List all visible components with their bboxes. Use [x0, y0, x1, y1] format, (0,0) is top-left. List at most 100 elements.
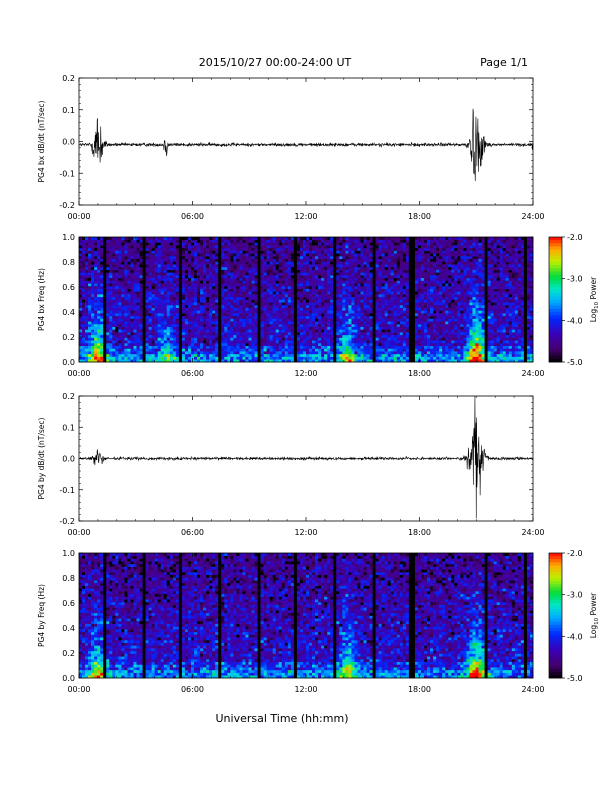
heatmap-cell [140, 340, 143, 343]
heatmap-cell [336, 329, 339, 332]
heatmap-cell [188, 264, 191, 267]
heatmap-cell [94, 245, 97, 248]
heatmap-cell [185, 357, 188, 360]
heatmap-cell [264, 240, 267, 243]
heatmap-cell [158, 324, 161, 327]
heatmap-cell [321, 335, 324, 338]
heatmap-cell [324, 259, 327, 262]
heatmap-cell [276, 280, 279, 283]
heatmap-cell [285, 297, 288, 300]
heatmap-cell [94, 283, 97, 286]
heatmap-cell [303, 253, 306, 256]
heatmap-cell [306, 259, 309, 262]
heatmap-cell [100, 278, 103, 281]
heatmap-cell [394, 354, 397, 357]
heatmap-cell [245, 313, 248, 316]
heatmap-cell [91, 289, 94, 292]
heatmap-cell [264, 259, 267, 262]
heatmap-cell [336, 237, 339, 240]
heatmap-cell [264, 346, 267, 349]
heatmap-cell [137, 283, 140, 286]
heatmap-cell [370, 289, 373, 292]
heatmap-cell [339, 270, 342, 273]
heatmap-cell [370, 329, 373, 332]
heatmap-cell [218, 240, 221, 243]
heatmap-cell [164, 305, 167, 308]
heatmap-cell [203, 259, 206, 262]
heatmap-cell [345, 242, 348, 245]
heatmap-cell [218, 259, 221, 262]
heatmap-cell [179, 316, 182, 319]
heatmap-cell [342, 332, 345, 335]
heatmap-cell [224, 275, 227, 278]
heatmap-cell [279, 324, 282, 327]
heatmap-cell [258, 324, 261, 327]
heatmap-cell [391, 327, 394, 330]
heatmap-cell [248, 264, 251, 267]
heatmap-cell [230, 240, 233, 243]
heatmap-cell [382, 283, 385, 286]
heatmap-cell [252, 338, 255, 341]
heatmap-cell [179, 324, 182, 327]
heatmap-cell [79, 351, 82, 354]
heatmap-cell [264, 272, 267, 275]
heatmap-cell [330, 280, 333, 283]
heatmap-cell [179, 294, 182, 297]
heatmap-cell [158, 264, 161, 267]
heatmap-cell [97, 354, 100, 357]
heatmap-cell [273, 261, 276, 264]
heatmap-cell [306, 283, 309, 286]
heatmap-cell [264, 289, 267, 292]
heatmap-cell [354, 270, 357, 273]
heatmap-cell [103, 237, 106, 240]
heatmap-cell [206, 346, 209, 349]
heatmap-cell [215, 245, 218, 248]
heatmap-cell [118, 261, 121, 264]
heatmap-cell [342, 310, 345, 313]
heatmap-cell [203, 270, 206, 273]
heatmap-cell [348, 264, 351, 267]
heatmap-cell [379, 240, 382, 243]
heatmap-cell [364, 240, 367, 243]
heatmap-cell [379, 253, 382, 256]
heatmap-cell [294, 340, 297, 343]
heatmap-cell [115, 280, 118, 283]
heatmap-cell [176, 248, 179, 251]
heatmap-cell [255, 278, 258, 281]
heatmap-cell [288, 300, 291, 303]
heatmap-cell [176, 280, 179, 283]
heatmap-cell [167, 280, 170, 283]
heatmap-cell [140, 275, 143, 278]
heatmap-cell [100, 253, 103, 256]
heatmap-cell [140, 316, 143, 319]
heatmap-cell [124, 346, 127, 349]
heatmap-cell [161, 294, 164, 297]
heatmap-cell [212, 324, 215, 327]
heatmap-cell [351, 256, 354, 259]
heatmap-cell [276, 237, 279, 240]
heatmap-cell [164, 321, 167, 324]
heatmap-cell [143, 270, 146, 273]
heatmap-cell [185, 283, 188, 286]
heatmap-cell [106, 242, 109, 245]
heatmap-cell [270, 275, 273, 278]
heatmap-cell [351, 302, 354, 305]
heatmap-cell [130, 319, 133, 322]
heatmap-cell [233, 297, 236, 300]
heatmap-cell [330, 237, 333, 240]
heatmap-cell [143, 308, 146, 311]
heatmap-cell [203, 335, 206, 338]
heatmap-cell [345, 338, 348, 341]
heatmap-cell [206, 319, 209, 322]
heatmap-cell [348, 267, 351, 270]
heatmap-cell [391, 346, 394, 349]
heatmap-cell [109, 302, 112, 305]
heatmap-cell [364, 321, 367, 324]
heatmap-cell [294, 297, 297, 300]
heatmap-cell [170, 280, 173, 283]
heatmap-cell [373, 338, 376, 341]
heatmap-cell [339, 310, 342, 313]
heatmap-cell [327, 343, 330, 346]
heatmap-cell [330, 264, 333, 267]
heatmap-cell [112, 308, 115, 311]
